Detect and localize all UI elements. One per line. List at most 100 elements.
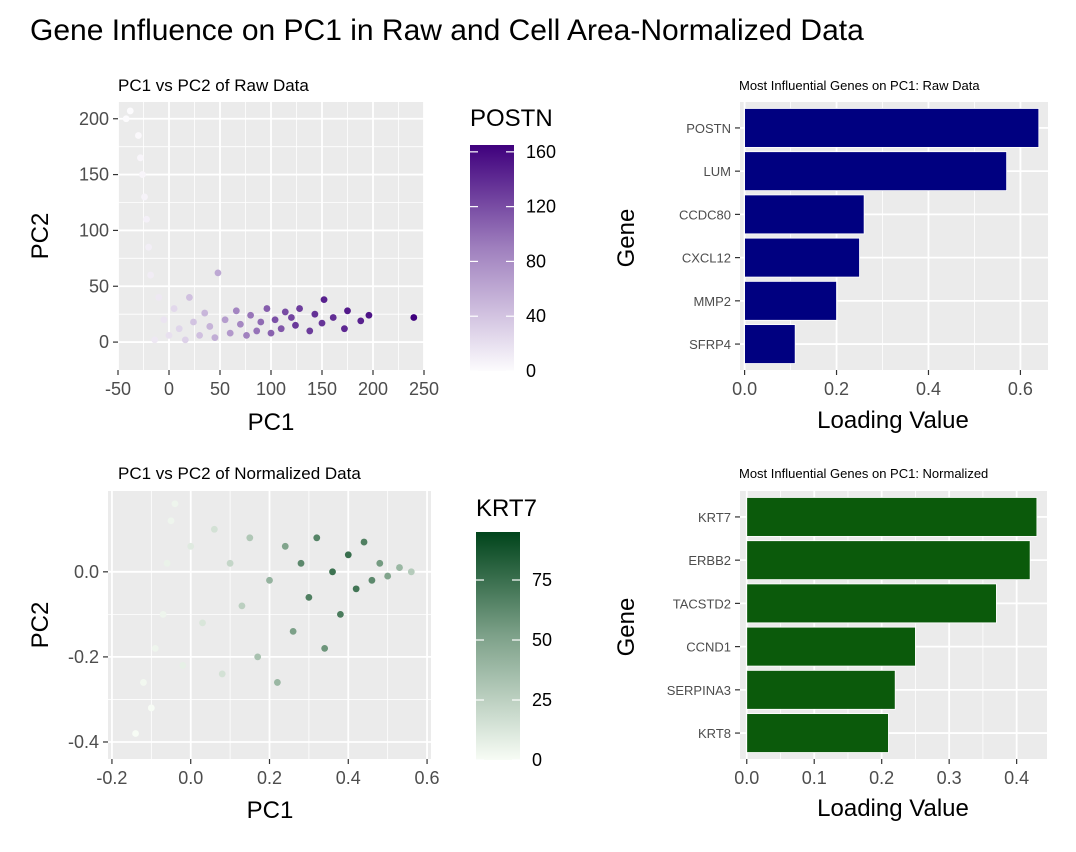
scatter-point	[137, 154, 144, 162]
scatter-point	[296, 305, 303, 312]
scatter-point	[318, 319, 326, 327]
x-tick-label: 0.4	[336, 768, 361, 788]
scatter-point	[163, 559, 171, 567]
scatter-point	[141, 193, 148, 201]
bar-cxcl12	[744, 237, 860, 278]
y-tick-label: 200	[79, 109, 109, 129]
scatter-point	[199, 619, 206, 627]
x-tick-label: 0.6	[415, 768, 440, 788]
norm-scatter-title: PC1 vs PC2 of Normalized Data	[118, 464, 361, 483]
gene-label: SFRP4	[689, 337, 731, 352]
gene-label: CCDC80	[679, 207, 731, 222]
bar-krt8	[746, 713, 889, 753]
scatter-point	[297, 559, 305, 567]
scatter-point	[179, 662, 187, 669]
scatter-point	[139, 171, 146, 178]
scatter-point	[329, 314, 337, 321]
y-tick-label: -0.2	[68, 647, 99, 667]
scatter-point	[341, 325, 348, 333]
figure-title: Gene Influence on PC1 in Raw and Cell Ar…	[30, 14, 864, 47]
scatter-point	[289, 627, 297, 635]
norm-scatter-panel: PC1 vs PC2 of Normalized Data -0.2 0.0 0.2…	[27, 464, 552, 824]
x-tick-label: 0.4	[916, 379, 941, 399]
raw-scatter-x-ticks: -50 0 50 100 150 200 250	[105, 370, 439, 399]
x-tick-label: 0.2	[869, 768, 894, 788]
scatter-point	[210, 525, 218, 533]
scatter-point	[292, 321, 299, 329]
norm-bar-gene-labels: KRT7 ERBB2 TACSTD2 CCND1 SERPINA3 KRT8	[667, 510, 740, 741]
legend-tick-label: 50	[532, 630, 552, 650]
x-tick-label: 0.2	[257, 768, 282, 788]
norm-colorbar	[476, 532, 520, 760]
raw-scatter-y-ticks: 0 50 100 150 200	[79, 109, 118, 352]
bar-serpina3	[746, 669, 896, 710]
scatter-point	[151, 336, 159, 344]
scatter-point	[147, 271, 155, 279]
bar-postn	[744, 108, 1040, 148]
scatter-point	[254, 653, 262, 661]
scatter-point	[321, 644, 329, 652]
y-tick-label: -0.4	[68, 732, 99, 752]
scatter-point	[257, 318, 265, 326]
scatter-point	[288, 314, 295, 321]
bar-tacstd2	[746, 583, 997, 624]
scatter-point	[320, 296, 328, 304]
x-tick-label: 0	[164, 379, 174, 399]
scatter-point	[365, 311, 373, 319]
norm-legend-title: KRT7	[476, 495, 537, 522]
x-tick-label: 150	[307, 379, 337, 399]
scatter-point	[232, 307, 240, 315]
scatter-point	[226, 329, 234, 337]
bar-ccdc80	[744, 194, 865, 235]
scatter-point	[313, 534, 321, 542]
x-tick-label: 0.0	[178, 768, 203, 788]
scatter-point	[160, 316, 168, 324]
y-tick-label: 0	[99, 332, 109, 352]
x-tick-label: -50	[105, 379, 131, 399]
y-tick-label: 50	[89, 276, 109, 296]
raw-scatter-title: PC1 vs PC2 of Raw Data	[118, 76, 309, 95]
scatter-point	[329, 568, 336, 576]
norm-bar-x-title: Loading Value	[817, 795, 969, 822]
raw-bar-title: Most Influential Genes on PC1: Raw Data	[739, 78, 980, 93]
gene-label: ERBB2	[688, 553, 731, 568]
scatter-point	[122, 115, 130, 123]
legend-tick-label: 75	[532, 570, 552, 590]
bar-erbb2	[746, 540, 1031, 581]
scatter-point	[196, 331, 204, 339]
scatter-point	[281, 542, 289, 550]
scatter-point	[344, 551, 352, 559]
raw-bar-x-title: Loading Value	[817, 407, 969, 434]
x-tick-label: 0.1	[802, 768, 827, 788]
gene-label: CXCL12	[682, 251, 731, 266]
scatter-point	[271, 316, 279, 324]
scatter-point	[273, 679, 281, 686]
scatter-point	[187, 542, 195, 550]
norm-bar-panel: Most Influential Genes on PC1: Normalize…	[613, 466, 1047, 822]
scatter-point	[201, 309, 209, 317]
bar-lum	[744, 151, 1008, 192]
x-tick-label: -0.2	[96, 768, 127, 788]
norm-bar-bars	[746, 497, 1038, 753]
scatter-point	[337, 610, 344, 618]
scatter-point	[135, 132, 142, 139]
scatter-point	[170, 305, 178, 312]
y-tick-label: 100	[79, 220, 109, 240]
scatter-point	[352, 585, 360, 593]
norm-scatter-y-title: PC2	[27, 602, 54, 649]
legend-tick-label: 40	[526, 306, 546, 326]
scatter-point	[165, 331, 173, 339]
scatter-point	[155, 294, 163, 301]
x-tick-label: 0.0	[732, 379, 757, 399]
raw-scatter-grid	[117, 102, 425, 370]
raw-color-legend: POSTN 0 40 80 120 160	[470, 105, 556, 381]
gene-label: SERPINA3	[667, 683, 731, 698]
scatter-point	[159, 610, 167, 618]
norm-scatter-points	[132, 500, 415, 737]
scatter-point	[221, 316, 229, 324]
legend-tick-label: 25	[532, 690, 552, 710]
raw-bar-bars	[744, 108, 1040, 364]
scatter-point	[218, 670, 226, 678]
scatter-point	[311, 310, 319, 318]
